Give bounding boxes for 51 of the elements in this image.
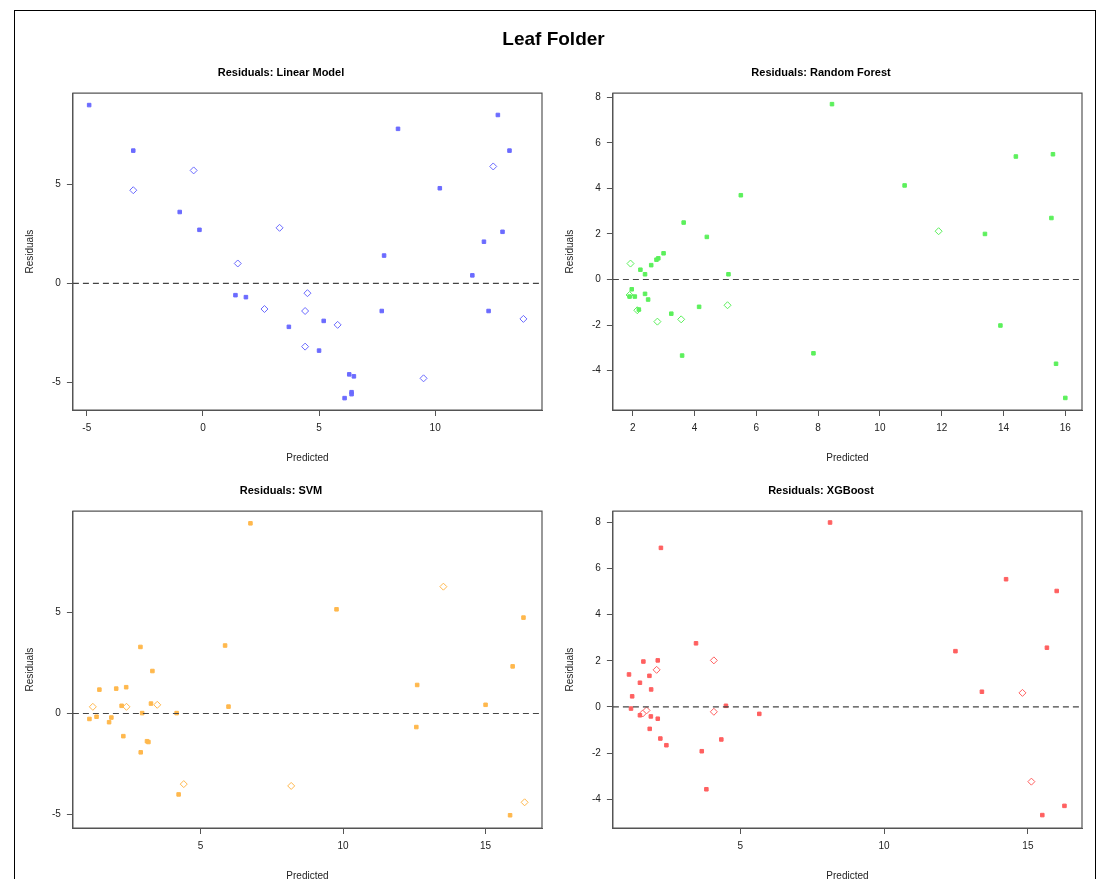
chart-title: Residuals: SVM [239, 483, 323, 496]
y-tick-label: -4 [591, 364, 602, 376]
x-tick-label: 0 [200, 421, 207, 433]
y-tick-label: 8 [595, 516, 602, 528]
y-axis-title: Residuals [563, 229, 575, 274]
chart-title: Residuals: Random Forest [751, 65, 892, 78]
x-tick-label: 14 [997, 421, 1010, 433]
x-tick-label: -5 [82, 421, 92, 433]
y-tick-label: -5 [51, 376, 62, 388]
y-tick-label: 4 [595, 182, 602, 194]
x-tick-label: 6 [753, 421, 760, 433]
x-axis-title: Predicted [286, 451, 329, 463]
y-tick-label: 5 [55, 606, 62, 618]
y-tick-label: 6 [595, 562, 602, 574]
x-axis-title: Predicted [286, 869, 329, 880]
x-tick-label: 8 [815, 421, 822, 433]
y-tick-label: 0 [595, 273, 602, 285]
y-axis-title: Residuals [23, 229, 35, 274]
y-tick-label: 0 [55, 707, 62, 719]
x-tick-label: 5 [737, 839, 744, 851]
chart-title: Residuals: Linear Model [217, 65, 345, 78]
x-tick-label: 2 [629, 421, 636, 433]
x-tick-label: 10 [429, 421, 442, 433]
y-tick-label: -4 [591, 792, 602, 804]
x-tick-label: 12 [936, 421, 948, 433]
x-axis-title: Predicted [826, 869, 869, 880]
x-tick-label: 16 [1059, 421, 1072, 433]
x-tick-label: 5 [197, 839, 204, 851]
x-tick-label: 10 [874, 421, 886, 433]
y-axis-title: Residuals [23, 647, 35, 692]
y-tick-label: -2 [591, 318, 602, 330]
x-tick-label: 15 [480, 839, 492, 851]
y-tick-label: 2 [595, 227, 602, 239]
y-tick-label: 8 [595, 91, 602, 103]
text: Leaf Folder [502, 28, 605, 49]
x-tick-label: 10 [878, 839, 891, 851]
chart-title: Residuals: XGBoost [768, 483, 875, 496]
x-tick-label: 4 [691, 421, 698, 433]
x-tick-label: 15 [1022, 839, 1034, 851]
y-tick-label: 4 [595, 608, 602, 620]
y-tick-label: 0 [595, 700, 602, 712]
y-tick-label: 5 [55, 178, 62, 190]
y-tick-label: -5 [51, 808, 62, 820]
y-tick-label: 6 [595, 136, 602, 148]
y-tick-label: 0 [55, 277, 62, 289]
y-axis-title: Residuals [563, 647, 575, 692]
x-axis-title: Predicted [826, 451, 869, 463]
x-tick-label: 5 [316, 421, 323, 433]
x-tick-label: 10 [337, 839, 350, 851]
y-tick-label: 2 [595, 654, 602, 666]
y-tick-label: -2 [591, 746, 602, 758]
